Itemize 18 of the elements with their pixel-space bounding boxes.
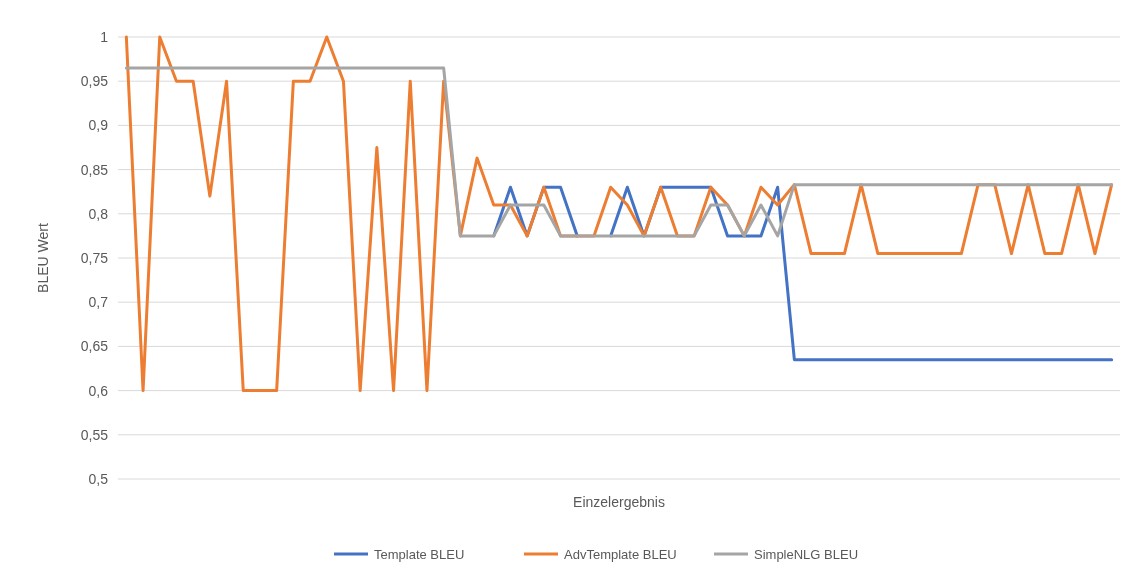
y-tick-label: 0,5 [88,470,109,487]
y-tick-label: 0,55 [80,426,109,443]
legend-label: SimpleNLG BLEU [754,546,859,562]
legend-label: Template BLEU [374,546,465,562]
y-tick-label: 0,6 [88,382,109,399]
legend-label: AdvTemplate BLEU [564,546,677,562]
line-series [124,66,1114,238]
y-tick-label: 0,85 [80,161,109,178]
y-axis-title: BLEU Wert [35,223,51,293]
y-tick-label: 0,9 [88,117,109,134]
y-tick-label: 0,7 [88,294,109,311]
y-tick-label: 0,95 [80,73,109,90]
line-series [124,35,1114,393]
y-tick-label: 0,75 [80,249,109,266]
y-tick-label: 1 [100,28,109,45]
y-tick-label: 0,8 [88,205,109,222]
x-axis-title: Einzelergebnis [573,494,665,510]
y-tick-label: 0,65 [80,338,109,355]
